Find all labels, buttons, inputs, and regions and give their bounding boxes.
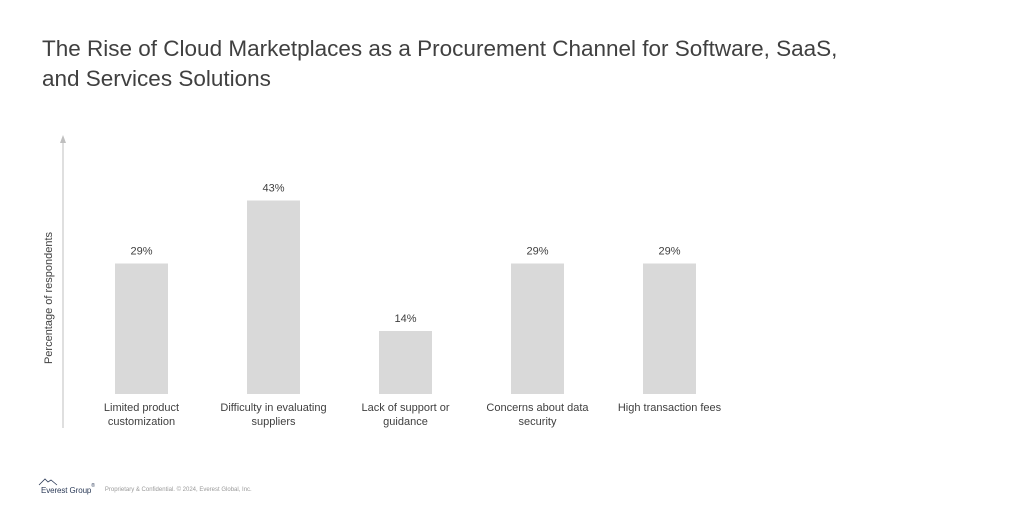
category-label-3-line-2: guidance	[383, 416, 428, 428]
chart-title-line-1: The Rise of Cloud Marketplaces as a Proc…	[42, 36, 838, 61]
bar-4	[511, 263, 564, 394]
category-label-5-line-1: High transaction fees	[618, 402, 722, 414]
value-labels-group: 29% 43% 14% 29% 29%	[130, 183, 680, 326]
brand-name: Everest Group	[41, 485, 92, 495]
bar-3	[379, 331, 432, 394]
brand-registered-mark: ®	[91, 483, 95, 490]
brand-logo-mark-icon	[38, 478, 58, 486]
footer: Everest Group® Proprietary & Confidentia…	[38, 478, 252, 498]
category-label-1-line-2: customization	[108, 416, 175, 428]
bars-group	[115, 200, 696, 394]
y-axis	[60, 135, 66, 428]
category-label-4: Concerns about data security	[486, 402, 589, 428]
value-label-2: 43%	[262, 183, 284, 195]
copyright-notice: Proprietary & Confidential. © 2024, Ever…	[104, 487, 252, 493]
value-label-5: 29%	[658, 246, 680, 258]
brand-logo: Everest Group®	[38, 478, 95, 495]
category-label-4-line-2: security	[519, 416, 557, 428]
category-label-1: Limited product customization	[104, 402, 179, 428]
bar-chart: Percentage of respondents 29%43%14%29% 29…	[43, 135, 722, 428]
value-label-1: 29%	[130, 246, 152, 258]
y-axis-arrowhead	[60, 135, 66, 143]
category-label-2-line-2: suppliers	[251, 416, 296, 428]
chart-title-line-2: and Services Solutions	[42, 66, 271, 91]
bar-5	[643, 263, 696, 394]
category-label-5: High transaction fees	[618, 402, 722, 414]
value-label-4: 29%	[526, 246, 548, 258]
category-label-2-line-1: Difficulty in evaluating	[220, 402, 326, 414]
category-labels-group: Limited product customization Difficulty i…	[104, 402, 722, 428]
category-label-1-line-1: Limited product	[104, 402, 179, 414]
category-label-2: Difficulty in evaluating suppliers	[220, 402, 326, 428]
category-label-3-line-1: Lack of support or	[361, 402, 449, 414]
bar-1	[115, 263, 168, 394]
chart-title: The Rise of Cloud Marketplaces as a Proc…	[42, 34, 942, 94]
bar-2	[247, 200, 300, 394]
category-label-3: Lack of support or guidance	[361, 402, 449, 428]
category-label-4-line-1: Concerns about data	[486, 402, 589, 414]
y-axis-label: Percentage of respondents	[43, 231, 55, 364]
value-label-3: 14%	[394, 313, 416, 325]
